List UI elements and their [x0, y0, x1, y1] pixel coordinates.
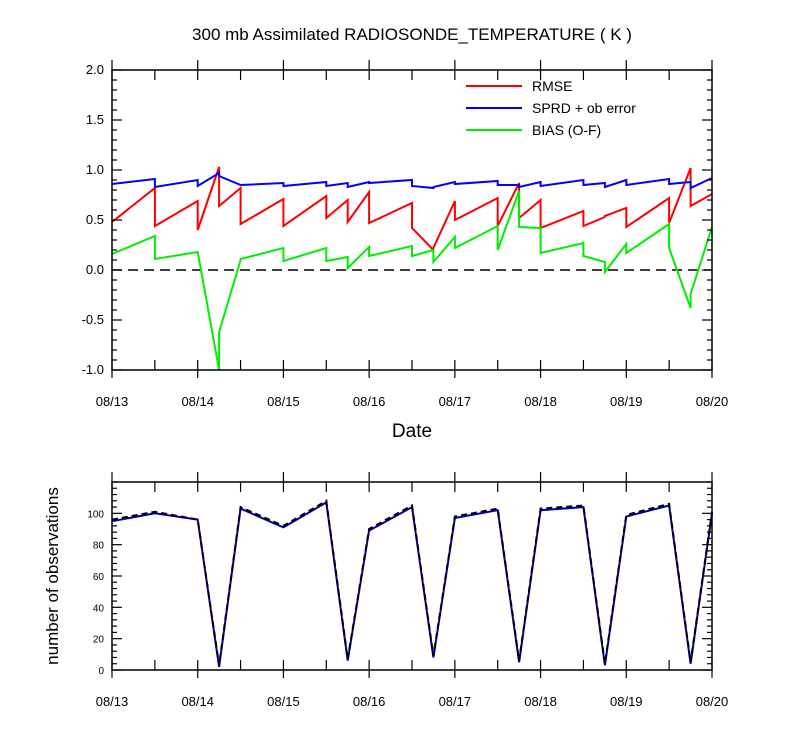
- y-tick-label: -1.0: [82, 362, 104, 377]
- x-tick-label: 08/19: [610, 694, 643, 709]
- top-series-group: [111, 166, 713, 371]
- chart-title: 300 mb Assimilated RADIOSONDE_TEMPERATUR…: [192, 25, 632, 44]
- top-chart: 300 mb Assimilated RADIOSONDE_TEMPERATUR…: [82, 25, 729, 442]
- series-line-sprd-ob-error: [111, 171, 713, 190]
- y-tick-label: 40: [93, 603, 105, 614]
- y-tick-label: 2.0: [86, 62, 104, 77]
- y-tick-label: 0.5: [86, 212, 104, 227]
- y-tick-label: 0.0: [86, 262, 104, 277]
- y-tick-label: 20: [93, 635, 105, 646]
- legend: RMSE SPRD + ob error BIAS (O-F): [466, 78, 636, 138]
- series-line-obs-used: [111, 500, 713, 668]
- x-tick-label: 08/14: [181, 694, 214, 709]
- y-tick-label: 0: [98, 666, 104, 677]
- series-line-bias-o-f-: [111, 190, 713, 371]
- x-axis-label: Date: [392, 421, 432, 442]
- y-tick-label: 1.5: [86, 112, 104, 127]
- y-tick-label: -0.5: [82, 312, 104, 327]
- x-tick-label: 08/17: [439, 694, 472, 709]
- x-tick-label: 08/14: [181, 394, 214, 409]
- series-line-obs-possible: [111, 499, 713, 666]
- top-y-tick-labels: 2.0 1.5 1.0 0.5 0.0 -0.5 -1.0: [82, 62, 104, 377]
- x-tick-label: 08/18: [524, 694, 557, 709]
- x-tick-label: 08/17: [439, 394, 472, 409]
- y-tick-label: 100: [87, 509, 104, 520]
- x-tick-label: 08/16: [353, 394, 386, 409]
- legend-entry: RMSE: [532, 78, 572, 94]
- y-tick-label: 80: [93, 541, 105, 552]
- x-tick-label: 08/20: [696, 694, 729, 709]
- x-tick-label: 08/19: [610, 394, 643, 409]
- x-tick-label: 08/15: [267, 694, 300, 709]
- bottom-ticks-group: [111, 472, 713, 678]
- x-tick-label: 08/20: [696, 394, 729, 409]
- legend-entry: BIAS (O-F): [532, 122, 601, 138]
- x-tick-label: 08/18: [524, 394, 557, 409]
- y-axis-label: number of observations: [43, 487, 62, 665]
- x-tick-label: 08/13: [96, 694, 129, 709]
- bottom-series-group: [111, 499, 713, 668]
- y-tick-label: 60: [93, 572, 105, 583]
- bottom-x-tick-labels: 08/13 08/14 08/15 08/16 08/17 08/18 08/19 08/20: [96, 694, 729, 709]
- legend-entry: SPRD + ob error: [532, 100, 636, 116]
- top-x-tick-labels: 08/13 08/14 08/15 08/16 08/17 08/18 08/19 08/20: [96, 394, 729, 409]
- x-tick-label: 08/15: [267, 394, 300, 409]
- top-ticks-group: [111, 60, 713, 378]
- x-tick-label: 08/16: [353, 694, 386, 709]
- bottom-y-tick-labels: 100 80 60 40 20 0: [87, 509, 104, 677]
- y-tick-label: 1.0: [86, 162, 104, 177]
- x-tick-label: 08/13: [96, 394, 129, 409]
